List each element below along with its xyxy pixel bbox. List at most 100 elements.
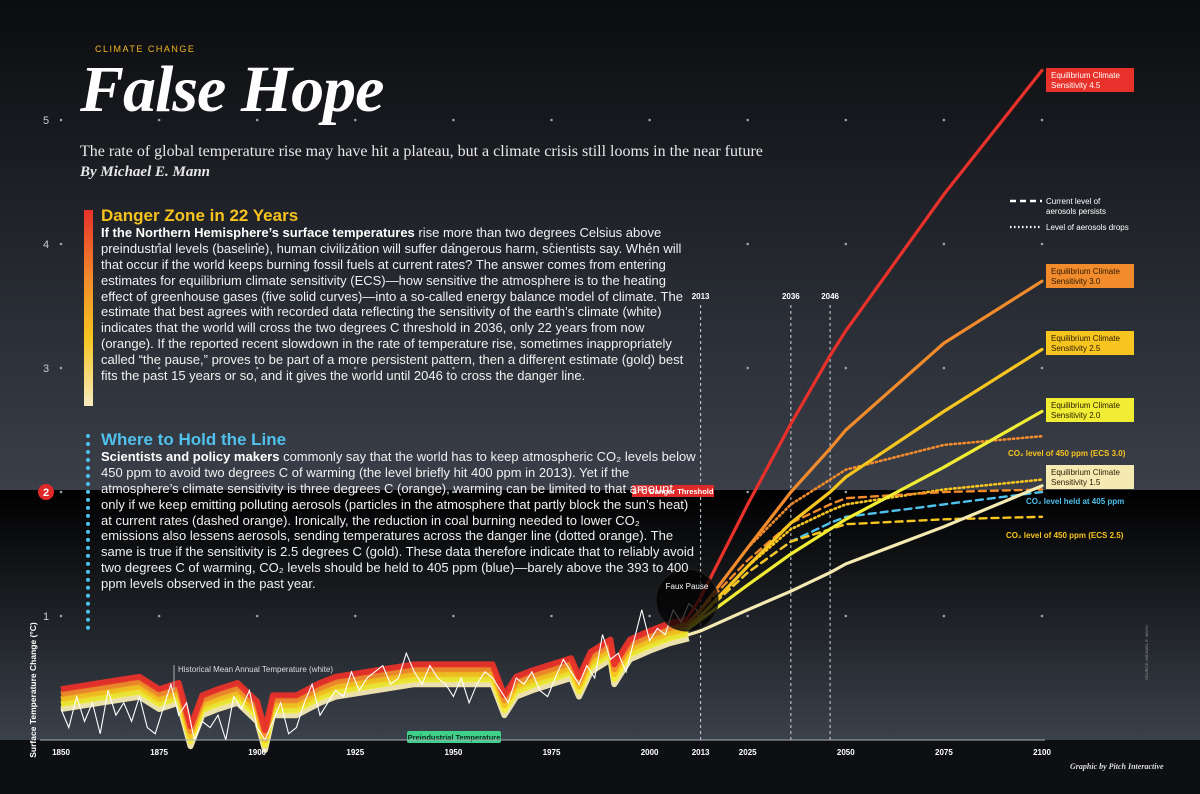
grid-dot bbox=[59, 614, 63, 618]
model-history-ecs45 bbox=[60, 615, 690, 734]
label-box-text-line1: Equilibrium Climate bbox=[1051, 401, 1120, 410]
grid-dot bbox=[157, 490, 161, 494]
grid-dot bbox=[354, 366, 357, 370]
label-box-ecs25 bbox=[1046, 331, 1134, 355]
grid-dot bbox=[255, 118, 259, 122]
historical-line bbox=[60, 602, 702, 742]
x-tick-label: 1925 bbox=[346, 748, 364, 757]
grid-dot bbox=[255, 490, 259, 494]
grid-dot bbox=[942, 242, 946, 246]
y-tick-highlight bbox=[38, 484, 54, 500]
grid-dot bbox=[746, 118, 749, 122]
x-tick-label: 2050 bbox=[837, 748, 855, 757]
reference-year-label: 2046 bbox=[821, 292, 839, 301]
grid-dot bbox=[648, 614, 651, 618]
co2-450-ecs30-label: CO₂ level of 450 ppm (ECS 3.0) bbox=[1008, 449, 1126, 458]
label-box-ecs30 bbox=[1046, 264, 1134, 288]
source-note: SOURCE: MICHAEL E. MANN bbox=[1144, 625, 1149, 680]
projection-ecs15-solid bbox=[687, 484, 1044, 637]
label-box-ecs15 bbox=[1046, 465, 1134, 489]
grid-dot bbox=[59, 366, 63, 370]
label-box-ecs20 bbox=[1046, 398, 1134, 422]
label-box-text-line1: Equilibrium Climate bbox=[1051, 468, 1120, 477]
hold-line-heading: Where to Hold the Line bbox=[101, 430, 287, 449]
legend-dotted-label: Level of aerosols drops bbox=[1046, 223, 1129, 232]
grid-dot bbox=[1040, 366, 1044, 370]
x-tick-label: 2025 bbox=[739, 748, 757, 757]
grid-dot bbox=[648, 366, 651, 370]
label-box-text-line2: Sensitivity 1.5 bbox=[1051, 478, 1101, 487]
grid-dot bbox=[452, 118, 455, 122]
subtitle: The rate of global temperature rise may … bbox=[80, 143, 763, 160]
grid-dot bbox=[255, 614, 259, 618]
danger-zone-panel: Danger Zone in 22 Years If the Northern … bbox=[101, 206, 696, 384]
grid-dot bbox=[255, 366, 259, 370]
y-tick-label: 3 bbox=[43, 363, 49, 375]
x-tick-label: 2013 bbox=[692, 748, 710, 757]
x-tick-label: 1900 bbox=[248, 748, 266, 757]
label-box-text-line1: Equilibrium Climate bbox=[1051, 267, 1120, 276]
reference-year-label: 2013 bbox=[692, 292, 710, 301]
hold-line-dot-bar bbox=[86, 434, 90, 630]
legend-dashed-label-line2: aerosols persists bbox=[1046, 207, 1106, 216]
grid-dot bbox=[1040, 242, 1044, 246]
historical-label: Historical Mean Annual Temperature (whit… bbox=[178, 665, 333, 674]
graphic-credit: Graphic by Pitch Interactive bbox=[1070, 762, 1164, 771]
grid-dot bbox=[59, 490, 63, 494]
grid-dot bbox=[844, 242, 848, 246]
label-box-text-line2: Sensitivity 2.0 bbox=[1051, 411, 1101, 420]
danger-zone-heading: Danger Zone in 22 Years bbox=[101, 206, 299, 225]
danger-zone-body: rise more than two degrees Celsius above… bbox=[101, 224, 684, 384]
faux-pause-label: Faux Pause bbox=[666, 582, 709, 591]
y-tick-label: 5 bbox=[43, 115, 49, 127]
hold-line-lead: Scientists and policy makers bbox=[101, 448, 280, 464]
projection-ecs30-dotted bbox=[687, 434, 1044, 624]
label-box-text-line2: Sensitivity 4.5 bbox=[1051, 81, 1101, 90]
y-tick-label: 1 bbox=[43, 611, 49, 623]
co2-450-ecs25-label: CO₂ level of 450 ppm (ECS 2.5) bbox=[1006, 531, 1124, 540]
grid-dot bbox=[452, 614, 455, 618]
x-tick-label: 2075 bbox=[935, 748, 953, 757]
grid-dot bbox=[452, 242, 455, 246]
grid-dot bbox=[942, 366, 946, 370]
hold-line-body: commonly say that the world has to keep … bbox=[101, 448, 696, 592]
page-title: False Hope bbox=[80, 53, 384, 126]
hold-line-panel: Where to Hold the Line Scientists and po… bbox=[101, 430, 696, 592]
label-box-text-line1: Equilibrium Climate bbox=[1051, 334, 1120, 343]
co2-405-label: CO₂ level held at 405 ppm bbox=[1026, 497, 1124, 506]
y-tick-label: 2 bbox=[43, 487, 49, 499]
grid-dot bbox=[59, 242, 63, 246]
grid-dot bbox=[844, 366, 848, 370]
grid-dot bbox=[648, 242, 651, 246]
danger-zone-lead: If the Northern Hemisphere’s surface tem… bbox=[101, 224, 415, 240]
grid-dot bbox=[1040, 614, 1044, 618]
grid-dot bbox=[746, 242, 749, 246]
label-box-text-line2: Sensitivity 3.0 bbox=[1051, 277, 1101, 286]
faux-pause-circle bbox=[655, 568, 719, 632]
x-tick-label: 2100 bbox=[1033, 748, 1051, 757]
y-tick-label: 4 bbox=[43, 239, 49, 251]
grid-dot bbox=[255, 242, 259, 246]
x-tick-label: 2000 bbox=[641, 748, 659, 757]
legend-dashed-label-line1: Current level of bbox=[1046, 197, 1101, 206]
grid-dot bbox=[942, 118, 946, 122]
grid-dot bbox=[844, 118, 848, 122]
grid-dot bbox=[746, 366, 749, 370]
grid-dot bbox=[157, 366, 161, 370]
grid-dot bbox=[844, 490, 848, 494]
grid-dot bbox=[550, 490, 553, 494]
threshold-label-box bbox=[632, 485, 714, 497]
x-tick-label: 1875 bbox=[150, 748, 168, 757]
grid-dot bbox=[452, 490, 455, 494]
x-tick-label: 1950 bbox=[445, 748, 463, 757]
grid-dot bbox=[550, 118, 553, 122]
danger-color-bar bbox=[84, 210, 93, 406]
grid-dot bbox=[648, 118, 651, 122]
label-box-text-line1: Equilibrium Climate bbox=[1051, 71, 1120, 80]
grid-dot bbox=[59, 118, 63, 122]
y-axis-label: Surface Temperature Change (°C) bbox=[28, 622, 38, 758]
kicker: CLIMATE CHANGE bbox=[95, 44, 196, 54]
label-box-text-line2: Sensitivity 2.5 bbox=[1051, 344, 1101, 353]
grid-dot bbox=[550, 614, 553, 618]
